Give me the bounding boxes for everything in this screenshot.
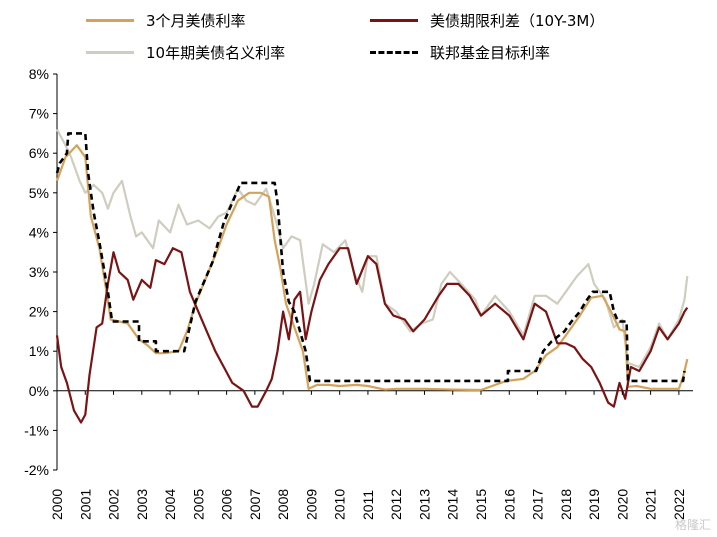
legend-swatch-fedfunds [370, 51, 418, 54]
legend-item-3m: 3个月美债利率 [86, 10, 246, 31]
legend-label-3m: 3个月美债利率 [146, 12, 246, 30]
tick-layer: 8% 7% 6% 5% 4% 3% 2% 1% 0% -1% -2%2000 2001 2002 2003… [24, 66, 687, 520]
legend-label-fedfunds: 联邦基金目标利率 [430, 44, 551, 62]
x-tick-label: 2018 [558, 489, 574, 520]
x-tick-label: 2016 [501, 489, 517, 520]
legend-item-fedfunds: 联邦基金目标利率 [370, 42, 550, 63]
series-line-1 [55, 247, 689, 424]
x-tick-label: 2017 [530, 489, 546, 520]
legend-swatch-spread [370, 19, 418, 22]
x-tick-label: 2011 [360, 490, 376, 520]
series-line-2 [56, 128, 689, 369]
y-tick-label: -2% [24, 462, 49, 478]
x-tick-label: 2005 [190, 489, 206, 520]
x-tick-label: 2014 [445, 489, 461, 520]
x-tick-label: 2019 [586, 489, 602, 520]
legend-label-spread: 美债期限利差（10Y-3M） [430, 12, 605, 30]
x-tick-label: 2006 [219, 489, 235, 520]
x-tick-label: 2021 [643, 489, 659, 520]
series-layer [55, 128, 689, 424]
y-tick-label: 5% [29, 185, 49, 201]
x-tick-label: 2012 [388, 489, 404, 520]
x-tick-label: 2008 [275, 489, 291, 520]
y-tick-label: 6% [29, 145, 49, 161]
legend-swatch-10y [86, 51, 134, 54]
watermark: 格隆汇 [674, 518, 711, 532]
y-tick-label: 2% [29, 304, 49, 320]
x-tick-label: 2013 [416, 489, 432, 520]
x-tick-label: 2015 [473, 489, 489, 520]
legend-item-spread: 美债期限利差（10Y-3M） [370, 10, 604, 31]
x-tick-label: 2002 [106, 489, 122, 520]
legend-swatch-3m [86, 19, 134, 22]
series-line-3 [55, 132, 686, 383]
y-tick-label: 8% [29, 66, 49, 82]
x-tick-label: 2001 [77, 489, 93, 520]
legend-label-10y: 10年期美债名义利率 [146, 44, 286, 62]
x-tick-label: 2020 [614, 489, 630, 520]
y-tick-label: 1% [29, 343, 49, 359]
y-tick-label: -1% [24, 422, 49, 438]
y-tick-label: 4% [29, 224, 49, 240]
x-tick-label: 2007 [247, 489, 263, 520]
x-tick-label: 2022 [671, 489, 687, 520]
x-tick-label: 2009 [303, 489, 319, 520]
legend-item-10y: 10年期美债名义利率 [86, 42, 285, 63]
x-tick-label: 2004 [162, 489, 178, 520]
y-tick-label: 0% [29, 383, 49, 399]
series-line-0 [55, 144, 689, 392]
y-tick-label: 7% [29, 106, 49, 122]
x-tick-label: 2010 [332, 489, 348, 520]
y-tick-label: 3% [29, 264, 49, 280]
x-tick-label: 2003 [134, 489, 150, 520]
x-tick-label: 2000 [49, 489, 65, 520]
